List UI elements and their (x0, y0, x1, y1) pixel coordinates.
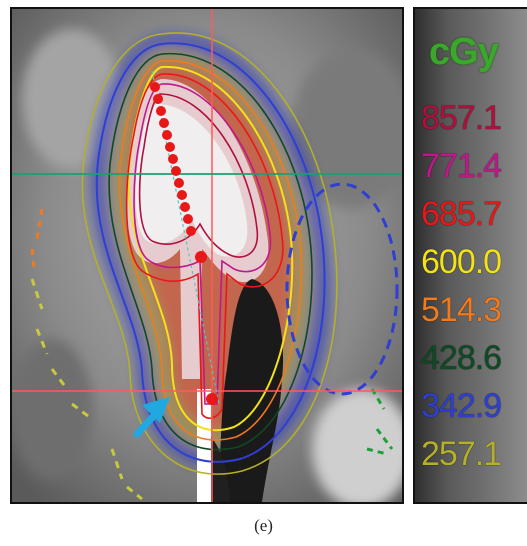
ct-scan-with-isodose (12, 9, 402, 502)
dwell-points (150, 82, 218, 405)
isodose-857 (138, 93, 259, 258)
applicator (197, 389, 211, 502)
isodose-600 (127, 65, 294, 432)
isodose-514 (118, 60, 303, 441)
dashed-contour-blue (285, 182, 399, 396)
legend-unit: cGy (429, 31, 499, 73)
dose-distribution-image (10, 7, 404, 504)
legend-level: 685.7 (421, 195, 502, 233)
isodose-257 (81, 32, 338, 475)
legend-level: 771.4 (421, 147, 502, 185)
legend-level: 600.0 (421, 243, 502, 281)
dose-legend: cGy 857.1 771.4 685.7 600.0 514.3 428.6 … (413, 7, 527, 504)
legend-level: 257.1 (421, 435, 502, 473)
arrow-icon (133, 397, 170, 438)
isodose-686 (125, 73, 284, 419)
legend-level: 428.6 (421, 339, 502, 377)
legend-level: 342.9 (421, 387, 502, 425)
isodose-lines (81, 32, 338, 475)
isodose-429 (108, 52, 313, 451)
figure-caption: (e) (254, 516, 273, 535)
isodose-343 (95, 42, 326, 463)
legend-level: 514.3 (421, 291, 502, 329)
legend-level: 857.1 (421, 99, 502, 137)
isodose-771 (133, 83, 272, 405)
